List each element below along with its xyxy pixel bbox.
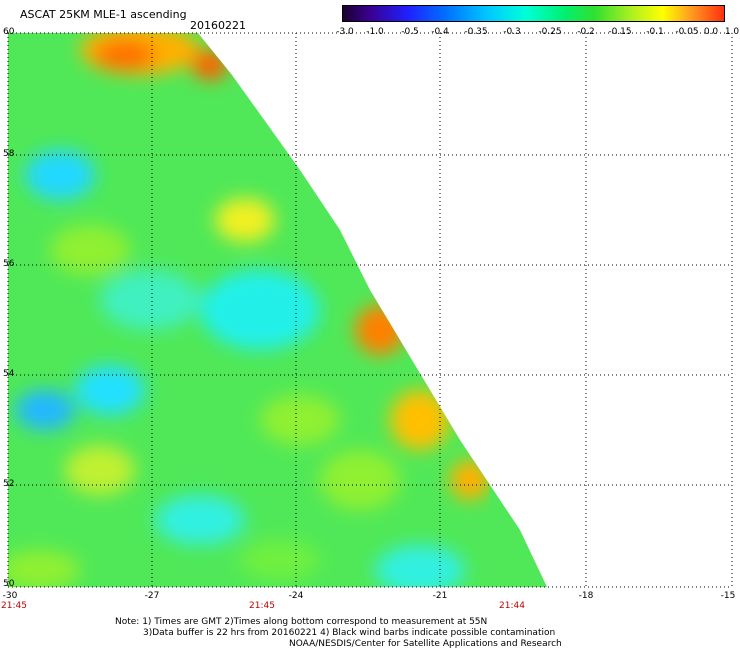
lon-label: -30 — [2, 591, 18, 601]
lon-label: -27 — [144, 591, 160, 601]
color-scale-label: 1.0 — [724, 27, 740, 37]
color-scale-label: 0.0 — [703, 27, 719, 37]
color-scale-label: -0.1 — [646, 27, 664, 37]
lon-label: -18 — [578, 591, 594, 601]
wind-quality-map — [7, 32, 733, 588]
map-date: 20160221 — [190, 19, 246, 32]
lat-lon-grid — [7, 32, 733, 588]
lon-label: -21 — [432, 591, 448, 601]
color-scale-bar — [342, 5, 725, 22]
footnote-credit: NOAA/NESDIS/Center for Satellite Applica… — [289, 639, 562, 649]
color-scale-label: -0.05 — [675, 27, 699, 37]
time-label: 21:44 — [499, 601, 525, 611]
lat-label: 52 — [3, 479, 15, 489]
swath-field — [8, 33, 547, 587]
lat-label: 60 — [3, 27, 15, 37]
footnote-line-2: 3)Data buffer is 22 hrs from 20160221 4)… — [143, 628, 556, 638]
color-scale-label: -0.5 — [401, 27, 419, 37]
time-label: 21:45 — [249, 601, 275, 611]
color-scale-label: -0.25 — [538, 27, 562, 37]
color-scale-label: -0.15 — [608, 27, 632, 37]
color-scale-label: -0.3 — [503, 27, 521, 37]
color-scale-label: -0.2 — [577, 27, 595, 37]
map-title: ASCAT 25KM MLE-1 ascending — [20, 8, 187, 21]
lat-label: 56 — [3, 259, 15, 269]
lat-label: 50 — [3, 579, 15, 589]
color-scale-label: -0.35 — [464, 27, 488, 37]
color-scale-labels: -3.0 -1.0 -0.5 -0.4 -0.35 -0.3 -0.25 -0.… — [330, 27, 740, 39]
time-label: 21:45 — [1, 601, 27, 611]
color-scale-label: -3.0 — [336, 27, 354, 37]
lon-label: -24 — [288, 591, 304, 601]
lon-label: -15 — [720, 591, 736, 601]
color-scale-label: -0.4 — [431, 27, 449, 37]
lat-label: 58 — [3, 149, 15, 159]
color-scale-label: -1.0 — [366, 27, 384, 37]
lat-label: 54 — [3, 369, 15, 379]
footnote-line-1: Note: 1) Times are GMT 2)Times along bot… — [115, 617, 488, 627]
